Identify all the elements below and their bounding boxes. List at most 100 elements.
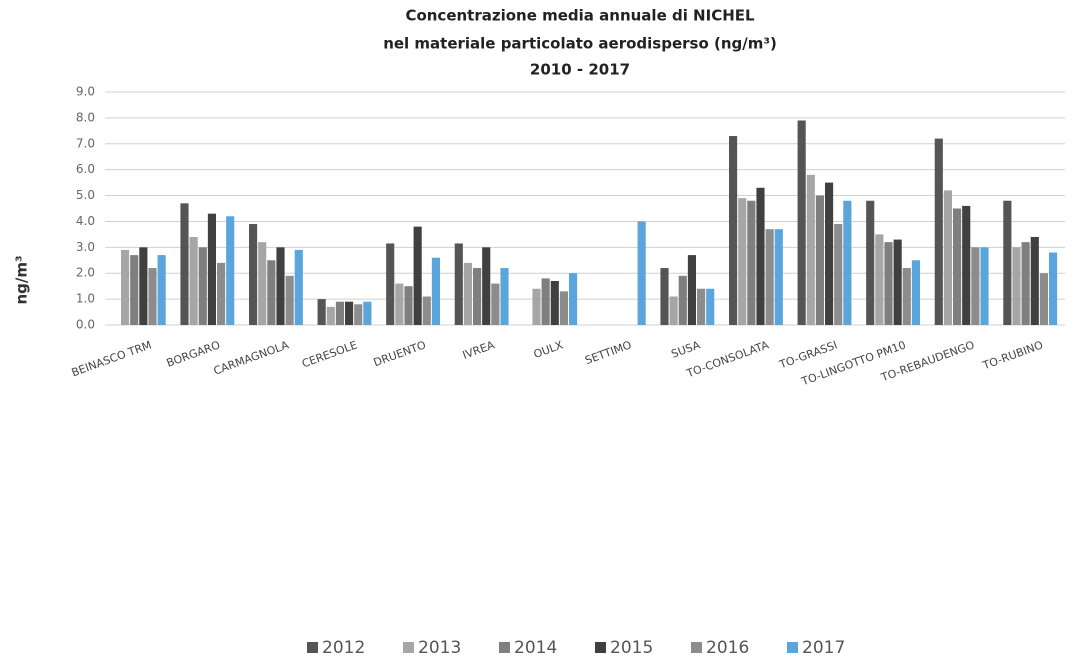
- legend-label: 2015: [610, 638, 653, 658]
- bar: [550, 280, 559, 325]
- bar: [660, 268, 669, 325]
- y-axis-label: ng/m³: [13, 255, 31, 304]
- bar: [249, 224, 258, 325]
- bar: [258, 242, 267, 325]
- bar: [148, 268, 157, 325]
- legend-label: 2014: [514, 638, 557, 658]
- y-tick-label: 8.0: [76, 110, 95, 124]
- bar: [678, 275, 687, 325]
- bar: [386, 243, 395, 325]
- bar: [345, 301, 354, 325]
- bar: [431, 257, 440, 325]
- bar: [207, 213, 216, 325]
- bar: [130, 255, 139, 325]
- bar: [354, 304, 363, 325]
- y-tick-label: 5.0: [76, 188, 95, 202]
- y-tick-label: 7.0: [76, 136, 95, 150]
- bar: [454, 243, 463, 325]
- bar: [774, 229, 783, 325]
- bar: [1003, 200, 1012, 325]
- bar: [294, 249, 303, 325]
- y-tick-label: 9.0: [76, 85, 95, 99]
- bar: [267, 260, 276, 325]
- bar: [884, 242, 893, 325]
- bar: [157, 255, 166, 325]
- bar: [491, 283, 500, 325]
- bar: [756, 187, 765, 325]
- bar: [1021, 242, 1030, 325]
- bar: [226, 216, 235, 325]
- chart-title: Concentrazione media annuale di NICHEL: [405, 7, 755, 25]
- bar: [747, 200, 756, 325]
- bar: [317, 299, 326, 325]
- bar: [395, 283, 404, 325]
- bar: [1012, 247, 1021, 325]
- bar: [139, 247, 148, 325]
- bar: [482, 247, 491, 325]
- bar: [825, 182, 834, 325]
- bar: [943, 190, 952, 325]
- bar: [669, 296, 678, 325]
- bar: [422, 296, 431, 325]
- x-tick-label: IVREA: [461, 338, 497, 362]
- bar: [500, 268, 509, 325]
- chart-title: 2010 - 2017: [530, 61, 630, 79]
- bar: [559, 291, 568, 325]
- y-tick-label: 2.0: [76, 266, 95, 280]
- bar: [806, 174, 815, 325]
- legend-swatch: [403, 642, 414, 653]
- bar: [797, 120, 806, 325]
- legend-label: 2016: [706, 638, 749, 658]
- bar: [404, 286, 413, 325]
- x-tick-label: BEINASCO TRM: [70, 338, 154, 379]
- bar: [765, 229, 774, 325]
- bar: [189, 236, 198, 325]
- bar: [706, 288, 715, 325]
- legend-swatch: [787, 642, 798, 653]
- bar: [1030, 236, 1039, 325]
- bar: [180, 203, 189, 325]
- legend-swatch: [595, 642, 606, 653]
- bar: [413, 226, 422, 325]
- legend-label: 2013: [418, 638, 461, 658]
- bar: [276, 247, 285, 325]
- y-tick-label: 0.0: [76, 318, 95, 332]
- bar: [729, 136, 738, 325]
- bar: [893, 239, 902, 325]
- legend-swatch: [499, 642, 510, 653]
- x-tick-label: TO-RUBINO: [980, 338, 1045, 372]
- bar: [911, 260, 920, 325]
- bar: [738, 198, 747, 325]
- bar: [953, 208, 962, 325]
- x-tick-label: CARMAGNOLA: [212, 338, 291, 377]
- bar: [463, 262, 472, 325]
- bar: [1049, 252, 1058, 325]
- bar: [541, 278, 550, 325]
- x-tick-label: SUSA: [670, 338, 703, 361]
- bar: [637, 221, 646, 325]
- bar: [875, 234, 884, 325]
- x-tick-label: SETTIMO: [583, 338, 633, 367]
- bar: [335, 301, 344, 325]
- bar: [121, 249, 130, 325]
- legend-swatch: [691, 642, 702, 653]
- bar: [815, 195, 824, 325]
- y-tick-label: 3.0: [76, 240, 95, 254]
- legend-label: 2012: [322, 638, 365, 658]
- bar: [1039, 273, 1048, 325]
- bar: [971, 247, 980, 325]
- bar: [569, 273, 578, 325]
- legend-label: 2017: [802, 638, 845, 658]
- bar: [363, 301, 372, 325]
- y-tick-label: 6.0: [76, 162, 95, 176]
- y-tick-label: 4.0: [76, 214, 95, 228]
- bar: [532, 288, 541, 325]
- bar: [980, 247, 989, 325]
- bar: [834, 224, 843, 325]
- bar: [843, 200, 852, 325]
- bar: [934, 138, 943, 325]
- y-tick-label: 1.0: [76, 292, 95, 306]
- bar: [902, 268, 911, 325]
- bar: [326, 306, 335, 325]
